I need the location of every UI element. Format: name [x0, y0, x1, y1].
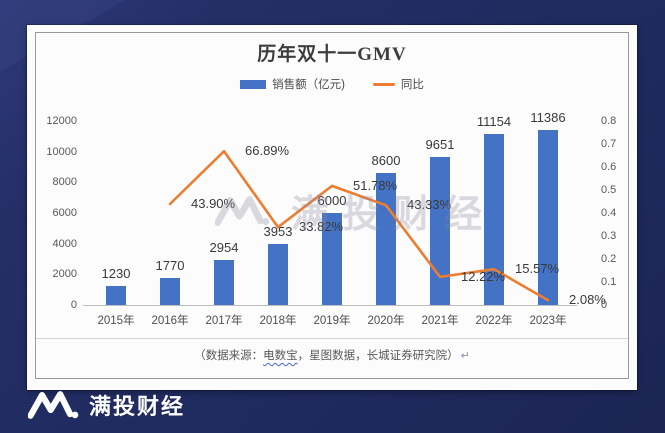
gmv-bar: [268, 244, 288, 305]
bar-value-label: 8600: [371, 153, 401, 169]
right-axis-tick: 0.8: [601, 115, 617, 127]
legend-line-label: 同比: [400, 79, 424, 91]
legend-line-swatch: [372, 82, 395, 86]
legend-bar-label: 销售额（亿元): [272, 79, 345, 91]
x-axis-label: 2023年: [529, 315, 567, 327]
right-axis-tick: 0.3: [601, 230, 617, 242]
x-axis-label: 2018年: [259, 315, 297, 327]
yoy-value-label: 43.90%: [191, 196, 236, 212]
gmv-bar: [160, 277, 180, 305]
left-axis-tick: 2000: [52, 268, 77, 281]
footnote-divider: [36, 338, 628, 339]
chart-legend: 销售额（亿元) 同比: [27, 76, 637, 92]
bar-value-label: 1770: [155, 257, 185, 273]
legend-item-yoy: 同比: [372, 76, 424, 92]
x-axis-line: [83, 305, 577, 306]
chart-card: 历年双十一GMV 销售额（亿元) 同比 12000 10000 8000 6000 40…: [27, 25, 637, 390]
yoy-value-label: 12.22%: [461, 268, 506, 284]
brand-m-icon: [28, 391, 79, 419]
bar-value-label: 1230: [101, 266, 131, 282]
x-axis-label: 2019年: [313, 315, 351, 327]
x-axis-label: 2016年: [151, 315, 189, 327]
gmv-bar: [214, 259, 234, 305]
left-axis-tick: 4000: [52, 237, 77, 250]
yoy-value-label: 2.08%: [569, 292, 606, 308]
source-note-prefix: （数据来源：: [194, 350, 264, 362]
yoy-value-label: 33.82%: [299, 219, 344, 235]
right-axis-tick: 0.2: [601, 253, 617, 265]
yoy-value-label: 51.78%: [353, 177, 398, 193]
left-axis-tick: 6000: [52, 207, 77, 219]
x-axis-label: 2021年: [421, 315, 459, 327]
yoy-value-label: 66.89%: [245, 143, 290, 159]
source-note-suffix: ，星图数据，长城证券研究院）: [297, 350, 459, 362]
footer-brand: 满投财经: [28, 388, 185, 422]
left-axis-tick: 8000: [52, 176, 77, 189]
left-axis-tick: 0: [70, 299, 77, 311]
legend-item-sales: 销售额（亿元): [240, 76, 345, 92]
right-axis-tick: 0.7: [601, 138, 617, 150]
chart-title: 历年双十一GMV: [257, 44, 407, 65]
x-axis-label: 2020年: [367, 315, 405, 327]
right-axis-tick: 0.4: [601, 207, 617, 219]
right-axis-tick: 0.6: [601, 161, 617, 173]
x-axis-label: 2017年: [205, 315, 243, 327]
left-axis-tick: 12000: [46, 115, 77, 127]
legend-bar-swatch: [240, 79, 267, 89]
source-note-highlight: 电数宝: [263, 350, 298, 362]
right-axis-tick: 0: [601, 299, 608, 311]
gmv-bar: [106, 286, 126, 305]
gmv-bar: [538, 130, 558, 305]
bar-value-label: 11154: [476, 113, 512, 129]
right-axis-tick: 0.5: [601, 184, 617, 196]
bar-value-label: 9651: [425, 137, 455, 153]
plot-area: 12000 10000 8000 6000 4000 2000 0 0.8 0.7 0.6 0.5 0…: [27, 25, 637, 390]
gmv-bar: [430, 157, 450, 305]
yoy-value-label: 43.33%: [407, 197, 452, 213]
footer-brand-text: 满投财经: [89, 394, 186, 419]
paragraph-mark: ↵: [460, 350, 470, 362]
bar-value-label: 2954: [209, 239, 239, 255]
left-axis-tick: 10000: [46, 145, 77, 158]
yoy-value-label: 15.57%: [515, 261, 560, 277]
source-note: （数据来源：电数宝，星图数据，长城证券研究院） ↵: [27, 347, 637, 363]
x-axis-label: 2015年: [97, 315, 135, 327]
x-axis-label: 2022年: [475, 315, 513, 327]
right-axis-tick: 0.1: [601, 276, 617, 288]
bar-value-label: 11386: [530, 110, 566, 126]
